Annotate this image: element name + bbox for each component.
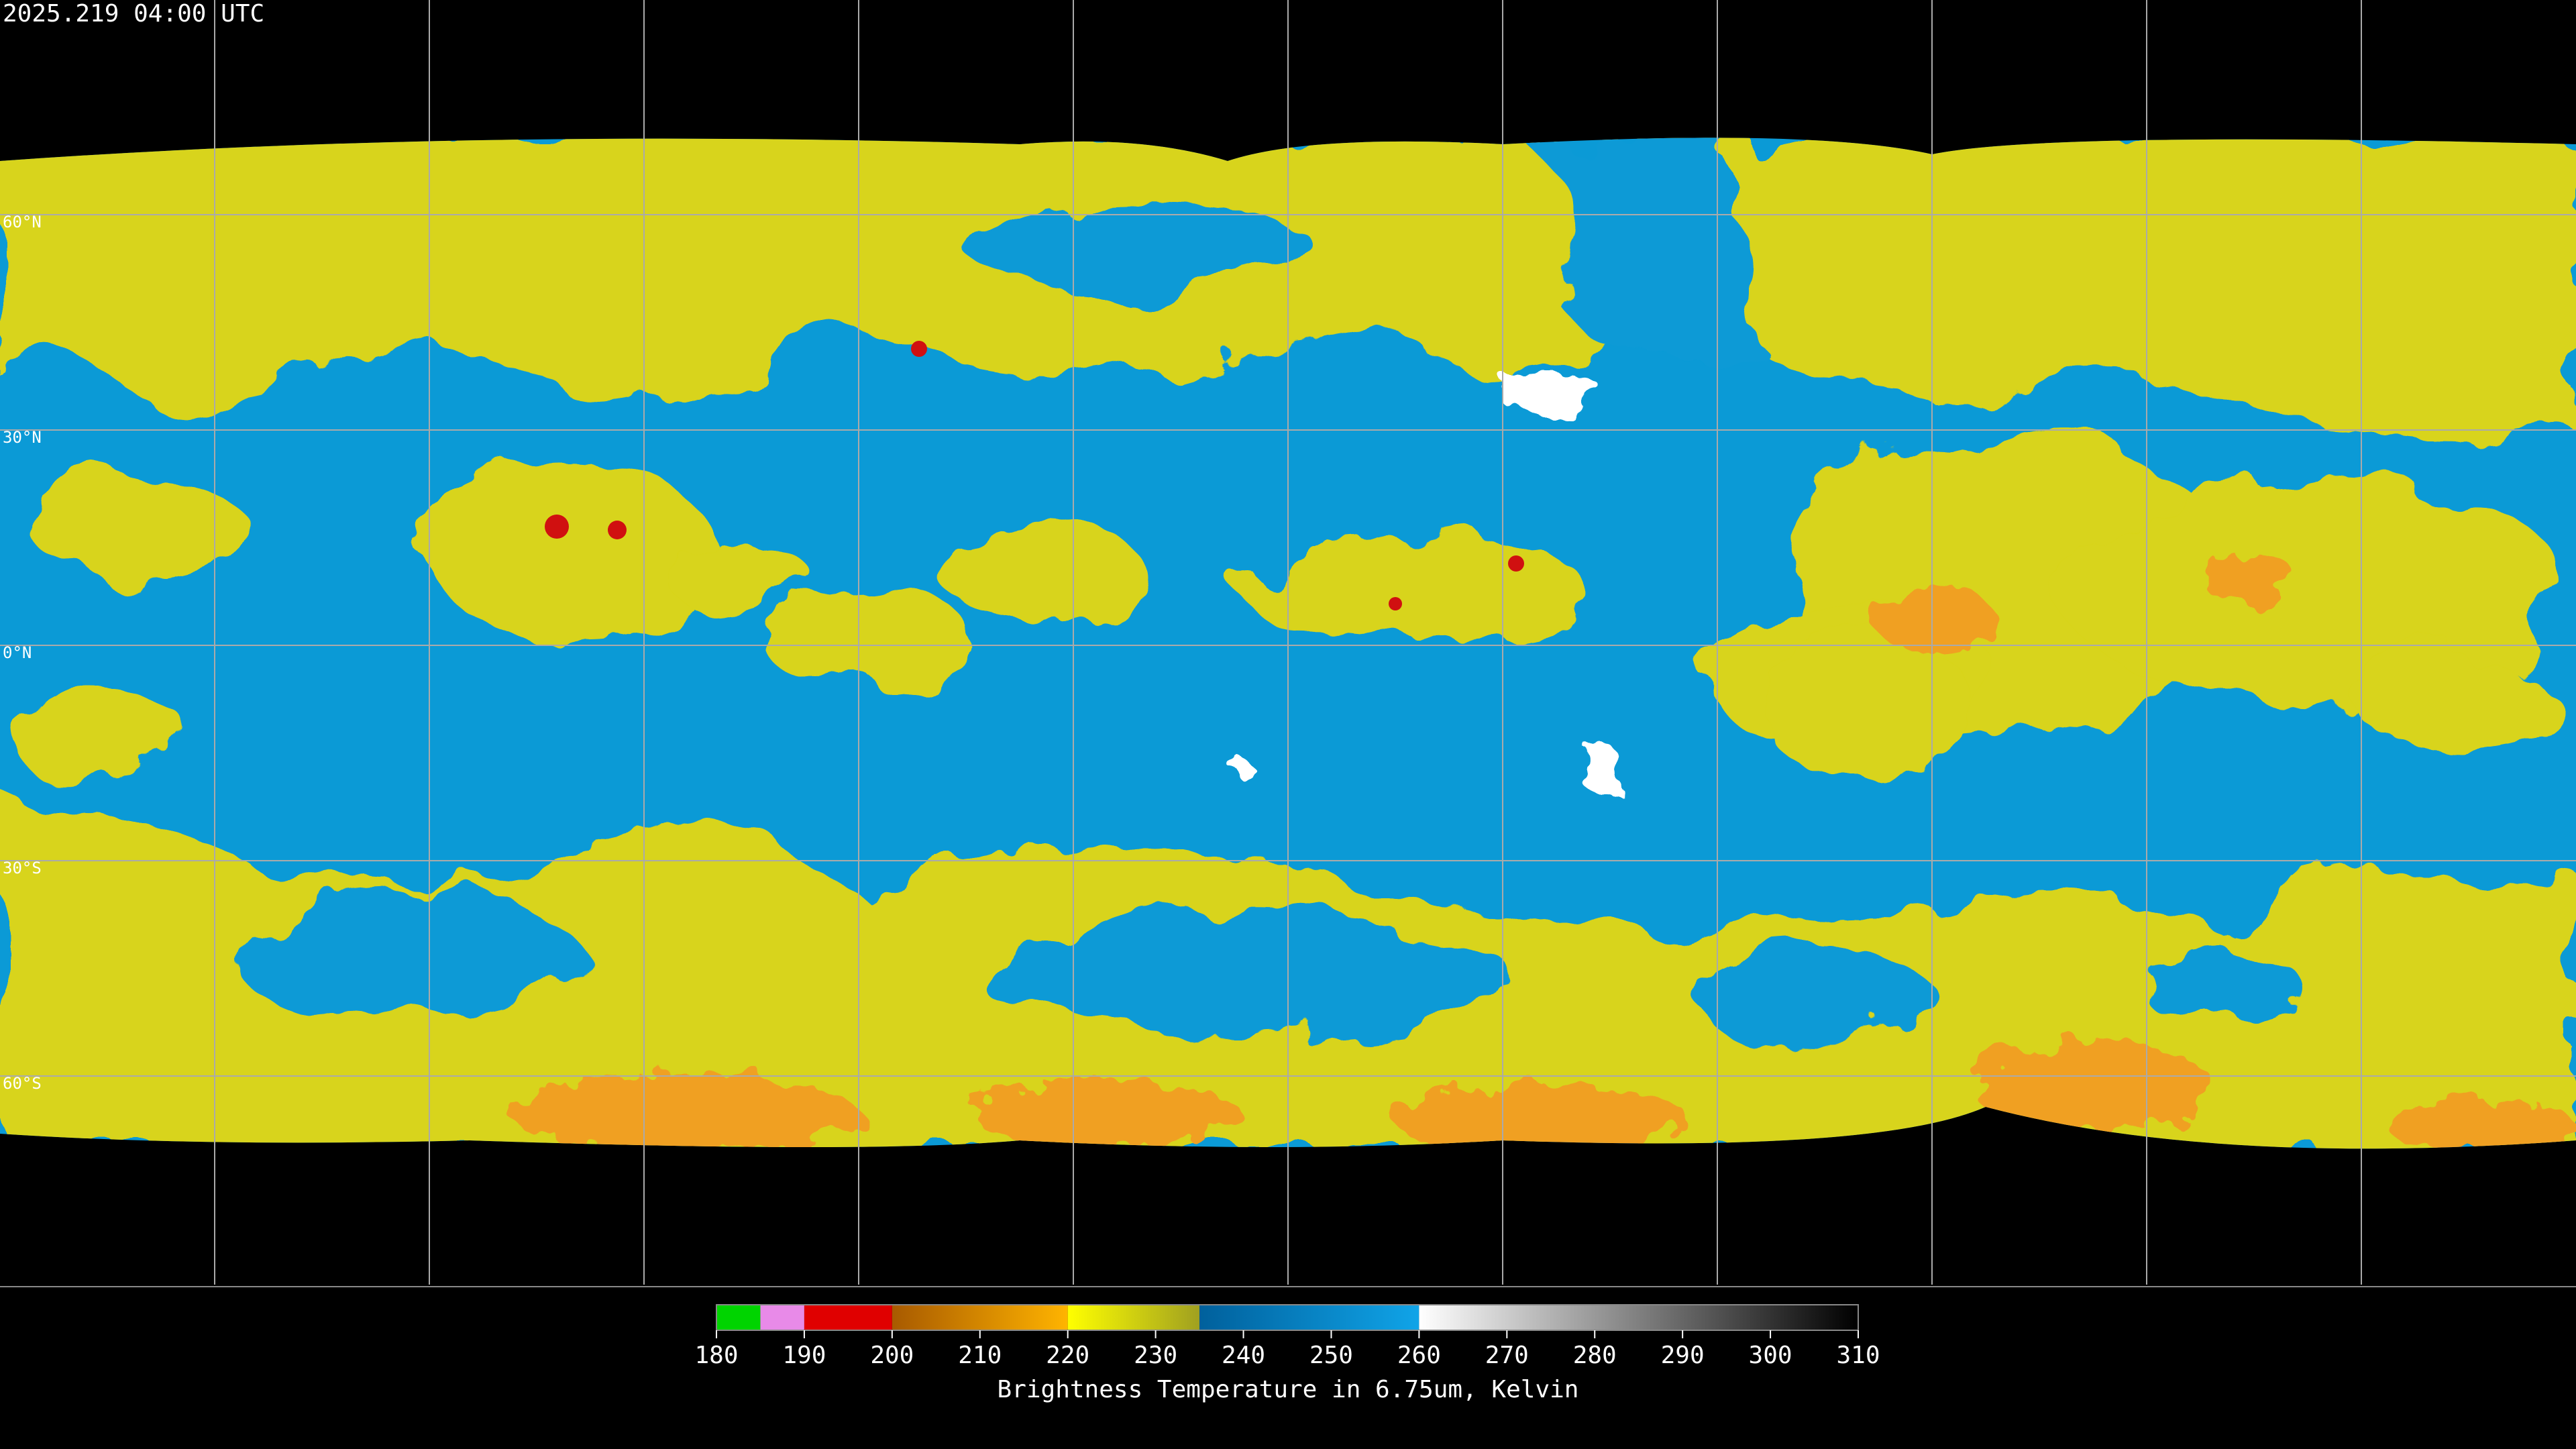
colorbar-tick-label: 270	[1485, 1342, 1529, 1369]
colorbar-tick-label: 280	[1573, 1342, 1617, 1369]
colorbar-tick-label: 250	[1309, 1342, 1353, 1369]
colorbar-tick-label: 260	[1397, 1342, 1441, 1369]
colorbar-tick-label: 210	[958, 1342, 1002, 1369]
latitude-label: 60°N	[3, 213, 42, 231]
timestamp: 2025.219 04:00 UTC	[3, 0, 264, 28]
warm-patches	[510, 550, 2576, 1149]
colorbar-frame	[716, 1304, 1859, 1331]
colorbar-tick-label: 180	[694, 1342, 738, 1369]
colorbar-tick-label: 300	[1749, 1342, 1792, 1369]
colorbar-tick-label: 240	[1222, 1342, 1265, 1369]
colorbar-label: Brightness Temperature in 6.75um, Kelvin	[998, 1376, 1579, 1403]
colorbar-segment	[760, 1305, 804, 1330]
colorbar-segment	[1067, 1305, 1200, 1330]
dry-warm-patches	[1232, 372, 1620, 795]
colorbar-segment	[716, 1305, 761, 1330]
dry-intrusions	[228, 138, 2294, 1040]
colorbar: 180 190 200 210 220 230 240 250 260 270 280 290 300 3…	[694, 1304, 1880, 1369]
colorbar-segment	[804, 1305, 892, 1330]
colorbar-segment	[892, 1305, 1068, 1330]
colorbar-tick-label: 220	[1046, 1342, 1089, 1369]
graticule	[0, 0, 2576, 1285]
latitude-label: 60°S	[3, 1074, 42, 1093]
colorbar-tick-label: 310	[1836, 1342, 1880, 1369]
deep-convection	[545, 341, 1524, 610]
latitude-label: 30°N	[3, 428, 42, 447]
latitude-label: 0°N	[3, 643, 32, 662]
colorbar-tick-label: 190	[782, 1342, 826, 1369]
colorbar-segment	[1419, 1305, 1858, 1330]
latitude-label: 30°S	[3, 859, 42, 877]
colorbar-tick-label: 230	[1134, 1342, 1177, 1369]
colorbar-segment	[1199, 1305, 1419, 1330]
colorbar-tick-label: 290	[1661, 1342, 1705, 1369]
colorbar-tick-label: 200	[870, 1342, 914, 1369]
